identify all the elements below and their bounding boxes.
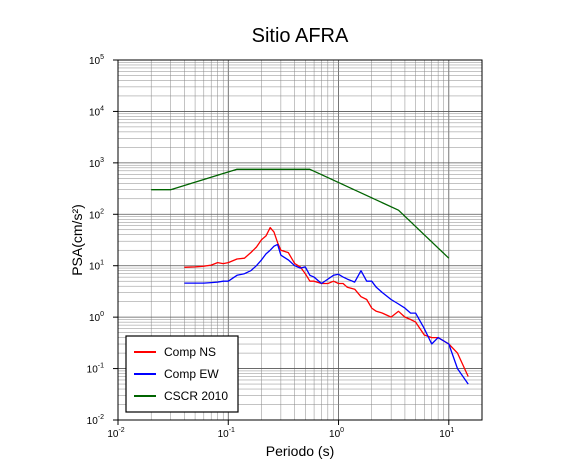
x-tick-label: 100 — [329, 427, 344, 440]
x-tick-label: 10-2 — [107, 427, 124, 440]
y-axis-ticks: 10-2 10-1 100 101 102 103 104 105 — [87, 54, 118, 427]
legend-label: Comp NS — [164, 345, 216, 359]
x-tick-label: 101 — [439, 427, 454, 440]
x-axis-ticks: 10-2 10-1 100 101 — [107, 420, 454, 440]
legend-label: CSCR 2010 — [164, 389, 228, 403]
series-line-2 — [184, 243, 469, 385]
series-line-1 — [184, 226, 469, 377]
series-line-3 — [151, 168, 450, 259]
series-layer — [151, 168, 469, 385]
x-tick-label: 10-1 — [218, 427, 235, 440]
y-tick-label: 105 — [89, 54, 104, 67]
y-tick-label: 103 — [89, 157, 104, 170]
y-tick-label: 100 — [89, 311, 104, 324]
y-tick-label: 102 — [89, 208, 104, 221]
plot-frame — [117, 59, 483, 421]
y-tick-label: 10-2 — [87, 414, 104, 427]
y-tick-label: 104 — [89, 105, 104, 118]
legend-label: Comp EW — [164, 367, 219, 381]
y-axis-label: PSA(cm/s²) — [69, 204, 85, 276]
y-tick-label: 101 — [89, 260, 104, 273]
y-tick-label: 10-1 — [87, 363, 104, 376]
grid — [117, 59, 483, 421]
chart-title: Sitio AFRA — [252, 25, 349, 47]
x-axis-label: Periodo (s) — [266, 443, 334, 459]
legend: Comp NS Comp EW CSCR 2010 — [125, 335, 239, 413]
